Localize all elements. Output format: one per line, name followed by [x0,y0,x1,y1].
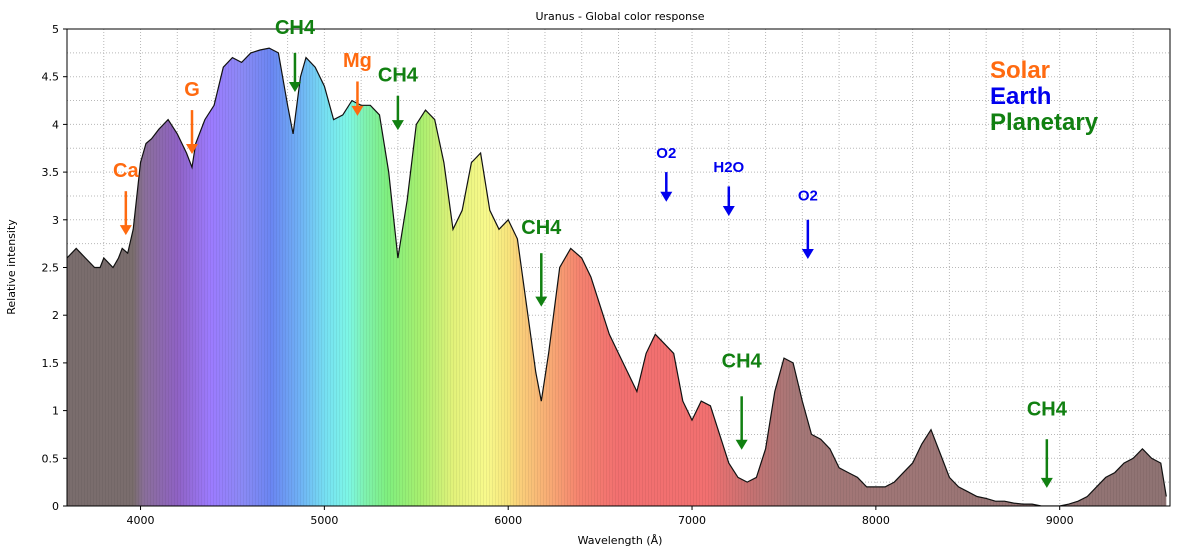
y-tick-label: 0 [52,500,59,513]
x-tick-label: 4000 [127,514,155,527]
annotation-arrow-head [391,120,404,131]
legend-entry: Solar [990,57,1050,84]
legend-entry: Earth [990,83,1051,110]
annotation-arrow-head [1040,477,1053,488]
spectrum-texture [67,48,1167,506]
legend-entry: Planetary [990,109,1099,136]
y-tick-label: 5 [52,23,59,36]
y-tick-label: 4.5 [42,71,60,84]
annotation-arrow-head [735,439,748,450]
y-tick-label: 3 [52,214,59,227]
annotation-label: H2O [713,159,744,176]
y-axis-title: Relative intensity [5,219,18,315]
annotation-label: G [184,79,200,101]
annotation-label: O2 [798,188,818,205]
annotation-arrow-head [722,206,735,217]
y-tick-label: 1.5 [42,357,60,370]
annotation-arrow-head [801,248,814,259]
annotation-arrow-head [535,296,548,307]
x-axis-title: Wavelength (Å) [578,534,663,547]
annotation-label: O2 [656,145,676,162]
annotation-label: CH4 [275,17,316,39]
y-tick-label: 0.5 [42,452,60,465]
annotation-arrow-head [288,82,301,93]
annotation-arrow-head [660,191,673,202]
annotation-arrow-head [351,105,364,116]
x-tick-label: 6000 [494,514,522,527]
annotation-arrow-head [119,225,132,236]
y-tick-label: 2.5 [42,262,60,275]
x-tick-label: 7000 [678,514,706,527]
y-tick-label: 4 [52,118,59,131]
x-tick-label: 9000 [1046,514,1074,527]
axis-ticks: 4000 5000 6000 7000 8000 9000 0 0.5 1 1.5 2 2.5 3 3.5… [42,23,1074,527]
spectrum-line [67,47,1167,506]
annotation-label: CH4 [378,64,419,86]
annotation-label: Mg [343,50,372,72]
y-tick-label: 2 [52,309,59,322]
annotation-label: CH4 [521,217,562,239]
annotation-label: Ca [113,160,139,182]
annotation-label: CH4 [722,351,763,373]
spectrum-area [67,47,1167,506]
x-tick-label: 8000 [862,514,890,527]
annotation-arrow-head [186,144,199,155]
annotation-label: CH4 [1027,398,1068,420]
x-tick-label: 5000 [310,514,338,527]
annotations: Ca G Mg CH4 CH4 CH4 CH4 CH4 O2 H2O O2 [113,17,1068,488]
y-tick-label: 1 [52,405,59,418]
chart-title: Uranus - Global color response [535,10,704,23]
y-tick-label: 3.5 [42,166,60,179]
